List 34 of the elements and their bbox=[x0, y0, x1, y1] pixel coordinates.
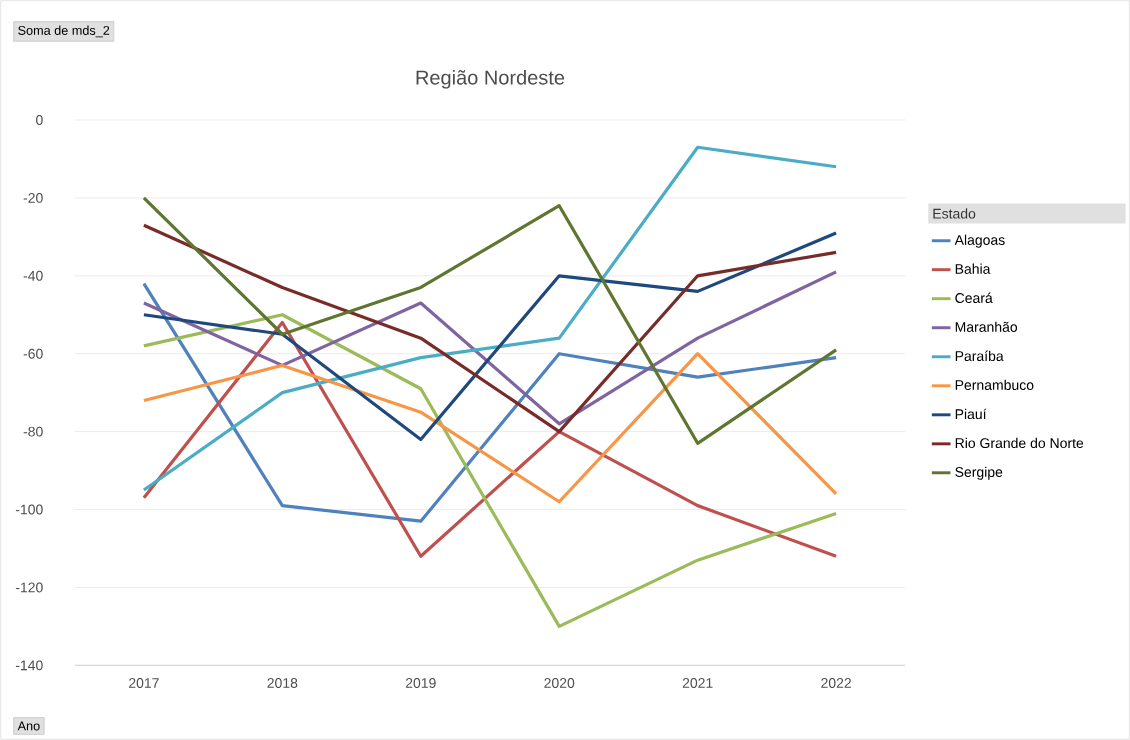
legend-label: Paraíba bbox=[955, 350, 1004, 362]
legend-label: Sergipe bbox=[955, 466, 1003, 480]
line-series bbox=[142, 352, 838, 504]
text: Soma de mds_2 bbox=[18, 25, 110, 38]
legend-label: Rio Grande do Norte bbox=[955, 437, 1084, 449]
y-tick-label: -40 bbox=[23, 270, 43, 281]
legend-label: Piauí bbox=[955, 408, 987, 420]
line-series bbox=[142, 320, 838, 558]
y-tick-label: -120 bbox=[15, 582, 43, 593]
x-tick-label: 2019 bbox=[405, 678, 436, 688]
y-tick-label: -140 bbox=[15, 660, 43, 671]
legend-label: Bahia bbox=[955, 263, 991, 274]
chart-title: Região Nordeste bbox=[416, 69, 565, 89]
y-tick-label: 0 bbox=[36, 115, 43, 125]
y-tick-label: -100 bbox=[15, 504, 43, 515]
x-tick-label: 2021 bbox=[682, 678, 713, 688]
legend-title: Estado bbox=[933, 208, 976, 219]
line-series bbox=[142, 270, 838, 426]
legend-label: Pernambuco bbox=[955, 379, 1034, 391]
legend-label: Ceará bbox=[955, 292, 993, 304]
x-tick-label: 2022 bbox=[821, 678, 851, 688]
x-tick-label: 2020 bbox=[544, 678, 575, 688]
line-series bbox=[142, 145, 838, 492]
legend-label: Alagoas bbox=[954, 234, 1005, 248]
line-series bbox=[142, 313, 838, 628]
y-tick-label: -60 bbox=[23, 348, 43, 359]
x-axis-title: Ano bbox=[17, 721, 40, 731]
line-series bbox=[142, 196, 838, 445]
x-tick-label: 2017 bbox=[129, 678, 159, 688]
line-series bbox=[142, 282, 838, 523]
y-tick-label: -80 bbox=[23, 426, 43, 437]
x-tick-label: 2018 bbox=[267, 678, 298, 688]
y-tick-label: -20 bbox=[23, 192, 43, 203]
legend-label: Maranhão bbox=[955, 321, 1018, 332]
